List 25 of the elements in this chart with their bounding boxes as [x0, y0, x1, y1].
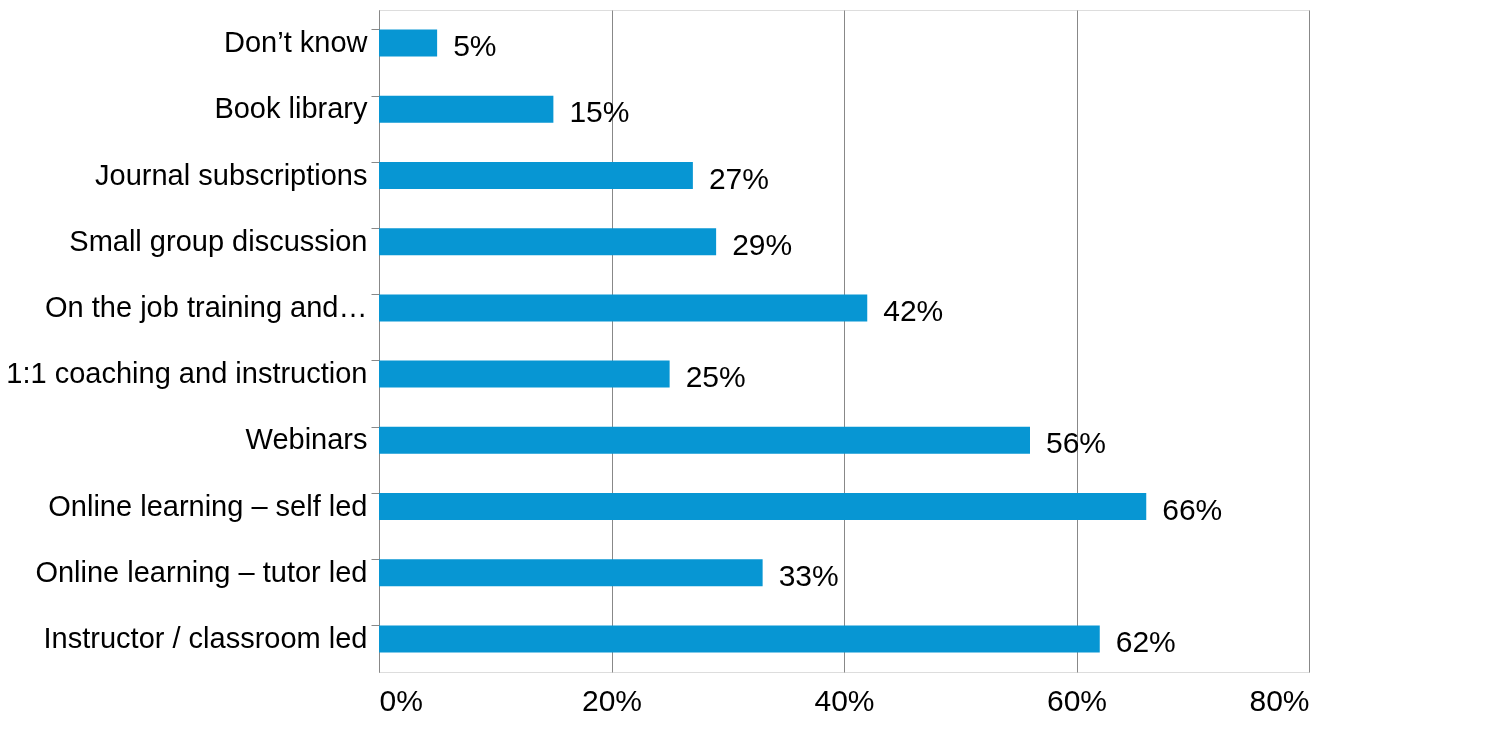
- data-label: 62%: [1115, 624, 1176, 658]
- y-tick-label: Journal subscriptions: [95, 158, 368, 191]
- data-label: 42%: [883, 293, 944, 327]
- data-label: 15%: [569, 95, 630, 129]
- x-tick-label: 0%: [379, 683, 423, 717]
- x-tick-label: 60%: [1046, 683, 1108, 717]
- data-label: 5%: [453, 29, 497, 63]
- y-tick-label: Instructor / classroom led: [43, 621, 368, 654]
- y-tick-label: Small group discussion: [69, 224, 368, 257]
- y-tick-label: Don’t know: [224, 26, 369, 59]
- y-tick-label: Online learning – tutor led: [35, 555, 368, 588]
- data-label: 66%: [1162, 492, 1223, 526]
- x-tick-label: 80%: [1249, 683, 1310, 717]
- data-label: 29%: [732, 227, 793, 261]
- x-tick-label: 40%: [814, 683, 875, 717]
- data-label: 33%: [778, 558, 839, 592]
- x-tick-label: 20%: [581, 683, 643, 717]
- y-tick-label: Book library: [214, 92, 368, 125]
- y-tick-label: 1:1 coaching and instruction: [6, 357, 368, 390]
- y-tick-label: Online learning – self led: [48, 489, 368, 522]
- y-tick-label: Webinars: [245, 423, 368, 456]
- y-tick-label: On the job training and…: [45, 290, 368, 323]
- data-label: 25%: [685, 360, 746, 394]
- data-label: 27%: [708, 161, 769, 195]
- data-label: 56%: [1046, 426, 1107, 460]
